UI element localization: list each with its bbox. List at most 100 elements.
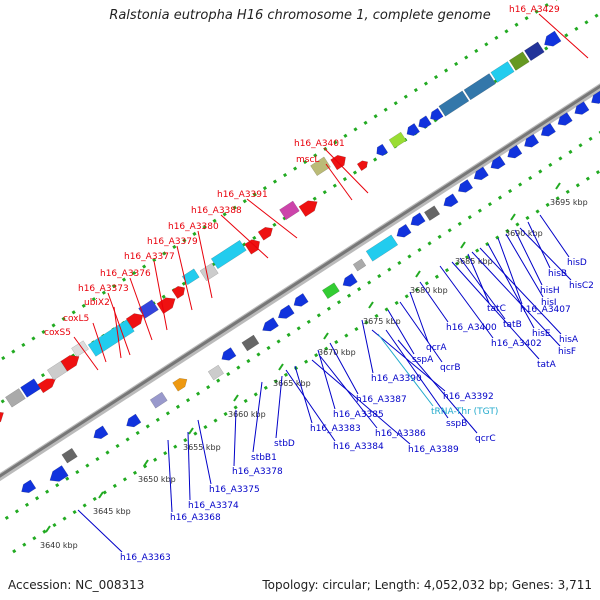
genome-backbone-highlight	[0, 84, 600, 478]
blue-leader-line	[467, 253, 490, 304]
blue-leader-line	[397, 339, 478, 434]
gene-feature	[376, 143, 389, 156]
upper-gene-label: ubiX2	[84, 298, 110, 308]
tick-mark	[415, 270, 421, 278]
gene-feature	[93, 425, 109, 440]
gene-feature	[574, 101, 590, 115]
gene-feature	[406, 123, 421, 136]
blue-leader-line	[487, 243, 535, 329]
lower-gene-label: h16_A3392	[443, 392, 494, 402]
gene-feature	[257, 227, 273, 241]
blue-leader-line	[285, 369, 336, 442]
gene-feature	[423, 205, 441, 221]
tick-mark	[510, 213, 516, 221]
red-leader-line	[92, 322, 107, 363]
blue-leader-line	[497, 237, 523, 305]
tick-label: 3655 kbp	[183, 443, 221, 452]
gene-feature	[438, 90, 470, 117]
blue-leader-line	[439, 265, 494, 339]
gene-feature	[37, 378, 56, 394]
lower-gene-label: qcrB	[440, 363, 461, 373]
gene-feature	[87, 319, 135, 357]
upper-gene-label: h16_A3380	[168, 222, 219, 232]
gene-feature	[0, 412, 4, 423]
red-leader-line	[538, 13, 589, 59]
blue-leader-line	[409, 291, 429, 343]
gene-feature	[342, 273, 358, 287]
lower-gene-label: tatC	[487, 304, 506, 314]
gene-feature	[524, 133, 540, 148]
gene-feature	[388, 131, 407, 149]
gene-feature	[49, 465, 69, 482]
lower-gene-label: sspB	[446, 419, 467, 429]
lower-gene-label: qcrA	[426, 343, 447, 353]
lower-gene-label: h16_A3375	[209, 485, 260, 495]
blue-leader-line	[197, 419, 212, 485]
gene-feature	[262, 317, 279, 332]
lower-gene-label: stbB1	[251, 453, 277, 463]
gene-feature	[365, 234, 399, 262]
blue-leader-line	[419, 281, 449, 323]
lower-gene-label: h16_A3389	[408, 445, 459, 455]
blue-leader-line	[187, 431, 191, 501]
blue-leader-line	[514, 229, 543, 286]
gene-feature	[293, 293, 309, 307]
gene-feature	[20, 378, 41, 398]
upper-gene-label: mscL	[296, 155, 319, 165]
lower-gene-label: hisF	[558, 347, 576, 357]
upper-gene-label: h16_A3401	[294, 139, 345, 149]
gene-feature	[430, 107, 444, 121]
lower-gene-label: sspA	[412, 355, 434, 365]
lower-gene-label: h16_A3387	[356, 395, 407, 405]
gene-feature	[356, 160, 368, 172]
blue-leader-line	[451, 261, 540, 360]
tick-label: 3660 kbp	[228, 410, 266, 419]
gene-feature	[241, 334, 260, 352]
lower-gene-label: hisE	[532, 329, 551, 339]
lower-gene-label: tatA	[537, 360, 557, 370]
gene-feature	[418, 115, 432, 129]
tick-mark	[143, 459, 149, 467]
upper-gene-label: h16_A3373	[78, 284, 129, 294]
upper-gene-label: h16_A3391	[217, 190, 268, 200]
tick-mark	[45, 525, 51, 533]
tick-label: 3670 kbp	[318, 348, 356, 357]
blue-leader-line	[519, 227, 572, 281]
upper-gene-label: h16_A3429	[509, 5, 560, 15]
blue-leader-line	[77, 509, 123, 553]
tick-label: 3690 kbp	[505, 229, 543, 238]
tick-label: 3685 kbp	[455, 257, 493, 266]
gene-feature	[490, 61, 515, 83]
blue-leader-line	[377, 333, 434, 407]
lower-gene-label: h16_A3363	[120, 553, 171, 563]
upper-gene-label: coxL5	[63, 314, 89, 324]
blue-leader-line	[387, 309, 415, 355]
red-leader-line	[325, 163, 353, 201]
gene-feature	[125, 313, 144, 330]
lower-gene-label: hisH	[540, 286, 560, 296]
tick-label: 3640 kbp	[40, 541, 78, 550]
lower-gene-label: hisD	[567, 258, 587, 268]
gene-feature	[443, 193, 459, 207]
lower-gene-label: hisI	[541, 298, 557, 308]
accession-text: Accession: NC_008313	[8, 578, 145, 592]
lower-gene-label: h16_A3407	[520, 305, 571, 315]
upper-gene-label: h16_A3376	[100, 269, 151, 279]
red-leader-line	[113, 306, 122, 359]
topology-text: Topology: circular; Length: 4,052,032 bp…	[262, 578, 592, 592]
gene-feature	[279, 200, 300, 221]
gene-feature	[540, 122, 556, 137]
tick-mark	[555, 182, 561, 190]
lower-gene-label: h16_A3402	[491, 339, 542, 349]
tick-mark	[233, 394, 239, 402]
lower-gene-label: h16_A3385	[333, 410, 384, 420]
tick-label: 3675 kbp	[363, 317, 401, 326]
blue-leader-line	[329, 342, 359, 395]
tick-mark	[368, 301, 374, 309]
gene-feature	[210, 239, 247, 270]
lower-gene-label: h16_A3400	[446, 323, 497, 333]
lower-gene-label: h16_A3390	[371, 374, 422, 384]
red-leader-line	[323, 147, 369, 194]
red-leader-line	[197, 230, 213, 299]
